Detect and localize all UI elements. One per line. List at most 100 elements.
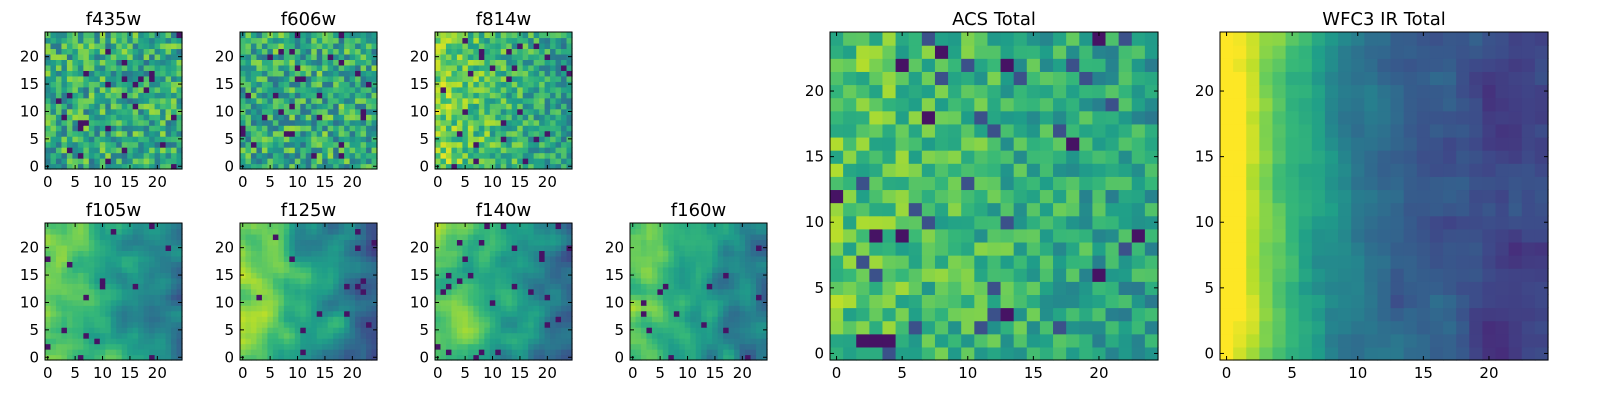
heatmap-cell — [144, 294, 150, 300]
heatmap-cell — [462, 125, 468, 131]
heatmap-cell — [468, 147, 474, 153]
heatmap-cell — [300, 305, 306, 311]
heatmap-cell — [45, 92, 51, 98]
heatmap-cell — [745, 278, 751, 284]
heatmap-cell — [245, 98, 251, 104]
heatmap-cell — [133, 267, 139, 273]
heatmap-cell — [446, 278, 452, 284]
heatmap-cell — [479, 65, 485, 71]
heatmap-cell — [506, 98, 512, 104]
heatmap-cell — [501, 245, 507, 251]
heatmap-cell — [556, 294, 562, 300]
heatmap-cell — [641, 261, 647, 267]
heatmap-cell — [295, 327, 301, 333]
x-tick-label: 5 — [265, 173, 275, 191]
heatmap-cell — [435, 250, 441, 256]
heatmap-cell — [355, 349, 361, 355]
heatmap-cell — [1079, 255, 1093, 269]
heatmap-cell — [160, 239, 166, 245]
heatmap-cell — [355, 120, 361, 126]
heatmap-cell — [462, 294, 468, 300]
heatmap-cell — [251, 338, 257, 344]
heatmap-cell — [256, 283, 262, 289]
heatmap-cell — [111, 114, 117, 120]
heatmap-cell — [657, 278, 663, 284]
heatmap-cell — [333, 109, 339, 115]
heatmap-cell — [490, 300, 496, 306]
heatmap-cell — [734, 294, 740, 300]
heatmap-cell — [512, 283, 518, 289]
heatmap-cell — [707, 344, 713, 350]
heatmap-cell — [490, 37, 496, 43]
heatmap-cell — [440, 43, 446, 49]
heatmap-cell — [105, 131, 111, 137]
heatmap-cell — [723, 327, 729, 333]
heatmap-cell — [1001, 268, 1015, 282]
heatmap-cell — [663, 278, 669, 284]
heatmap-cell — [490, 283, 496, 289]
heatmap-cell — [457, 305, 463, 311]
heatmap-cell — [122, 278, 128, 284]
heatmap-cell — [635, 245, 641, 251]
heatmap-cell — [72, 239, 78, 245]
heatmap-cell — [690, 245, 696, 251]
heatmap-cell — [133, 131, 139, 137]
heatmap-cell — [756, 223, 762, 229]
heatmap-cell — [361, 316, 367, 322]
heatmap-cell — [534, 245, 540, 251]
heatmap-cell — [696, 333, 702, 339]
heatmap-cell — [1014, 216, 1028, 230]
heatmap-cell — [745, 316, 751, 322]
heatmap-cell — [56, 120, 62, 126]
heatmap-cell — [1132, 216, 1146, 230]
heatmap-cell — [333, 300, 339, 306]
heatmap-cell — [83, 32, 89, 38]
heatmap-cell — [561, 125, 567, 131]
heatmap-cell — [523, 289, 529, 295]
plot-title: f160w — [671, 200, 726, 221]
heatmap-cell — [72, 311, 78, 317]
heatmap-cell — [311, 327, 317, 333]
heatmap-cell — [1027, 150, 1041, 164]
heatmap-cell — [657, 256, 663, 262]
heatmap-cell — [361, 81, 367, 87]
heatmap-cell — [987, 176, 1001, 190]
heatmap-cell — [696, 294, 702, 300]
heatmap-cell — [289, 136, 295, 142]
heatmap-cell — [1001, 347, 1015, 361]
heatmap-cell — [89, 272, 95, 278]
heatmap-cell — [116, 349, 122, 355]
heatmap-cell — [657, 349, 663, 355]
heatmap-cell — [322, 37, 328, 43]
heatmap-cell — [350, 234, 356, 240]
heatmap-cell — [539, 54, 545, 60]
heatmap-cell — [127, 344, 133, 350]
heatmap-cell — [1066, 281, 1080, 295]
heatmap-cell — [534, 103, 540, 109]
heatmap-cell — [61, 223, 67, 229]
heatmap-cell — [484, 234, 490, 240]
heatmap-cell — [322, 131, 328, 137]
heatmap-cell — [111, 43, 117, 49]
heatmap-cell — [295, 322, 301, 328]
heatmap-cell — [490, 81, 496, 87]
heatmap-cell — [300, 344, 306, 350]
heatmap-cell — [922, 189, 936, 203]
heatmap-cell — [668, 311, 674, 317]
heatmap-cell — [501, 37, 507, 43]
heatmap-cell — [273, 294, 279, 300]
heatmap-cell — [355, 278, 361, 284]
heatmap-cell — [355, 70, 361, 76]
heatmap-cell — [350, 261, 356, 267]
heatmap-cell — [344, 98, 350, 104]
heatmap-cell — [94, 59, 100, 65]
heatmap-cell — [322, 48, 328, 54]
heatmap-cell — [1001, 216, 1015, 230]
heatmap-cell — [440, 54, 446, 60]
heatmap-cell — [495, 289, 501, 295]
heatmap-cell — [273, 120, 279, 126]
heatmap-cell — [495, 32, 501, 38]
heatmap-cell — [451, 32, 457, 38]
heatmap-cell — [94, 136, 100, 142]
heatmap-cell — [295, 37, 301, 43]
